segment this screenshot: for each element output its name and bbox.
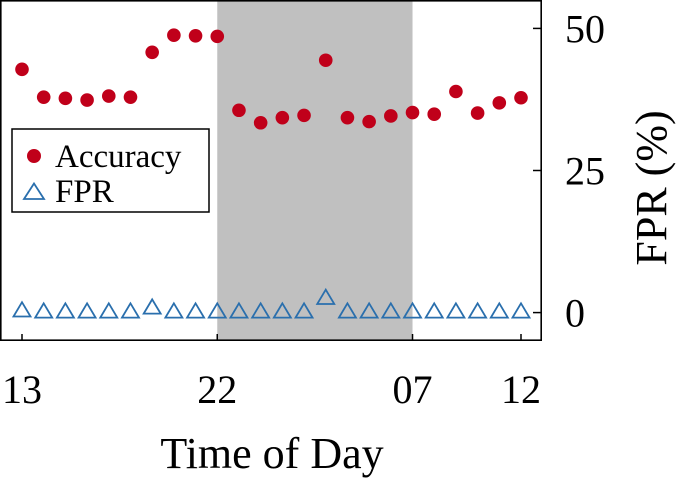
- accuracy-point: [253, 115, 268, 130]
- plot-frame: [0, 0, 543, 341]
- accuracy-point: [340, 110, 355, 125]
- accuracy-point: [384, 109, 398, 123]
- accuracy-point: [15, 62, 29, 77]
- y-tick-label: 25: [565, 149, 605, 194]
- accuracy-point: [167, 28, 181, 43]
- accuracy-point: [188, 29, 203, 43]
- fpr-point: [380, 301, 401, 319]
- accuracy-point: [58, 91, 73, 106]
- legend-accuracy-marker: [27, 149, 41, 163]
- fpr-point: [359, 301, 380, 319]
- accuracy-point: [101, 89, 116, 103]
- accuracy-point: [427, 107, 442, 122]
- accuracy-point: [514, 90, 528, 105]
- y-tick-label: 0: [565, 291, 585, 336]
- fpr-point: [445, 301, 466, 319]
- y-axis-title-right: FPR (%): [627, 110, 676, 265]
- accuracy-point: [297, 108, 311, 123]
- fpr-point: [55, 301, 76, 319]
- x-axis-title: Time of Day: [160, 429, 383, 478]
- fpr-point: [337, 301, 358, 319]
- fpr-point: [207, 301, 228, 319]
- fpr-point: [142, 297, 163, 315]
- fpr-point: [489, 301, 510, 319]
- fpr-point: [77, 301, 98, 319]
- legend-fpr-marker: [22, 181, 46, 200]
- chart-marks: [11, 28, 532, 319]
- accuracy-point: [36, 90, 51, 104]
- x-tick-label: 07: [393, 367, 433, 412]
- y-tick-label: 50: [565, 6, 605, 51]
- accuracy-point: [232, 103, 246, 118]
- fpr-point: [33, 301, 54, 319]
- accuracy-point: [449, 84, 463, 99]
- fpr-point: [315, 287, 336, 305]
- fpr-point: [467, 301, 488, 319]
- x-tick-label: 12: [501, 367, 541, 412]
- fpr-point: [11, 300, 33, 318]
- fpr-point: [402, 301, 423, 319]
- accuracy-point: [470, 106, 485, 120]
- fpr-point: [185, 301, 206, 319]
- legend: Accuracy FPR: [11, 128, 210, 213]
- legend-box: [11, 128, 210, 213]
- fpr-point: [120, 301, 141, 319]
- fpr-point: [424, 301, 445, 319]
- accuracy-point: [362, 114, 376, 129]
- accuracy-point: [492, 96, 507, 110]
- fpr-point: [250, 301, 271, 319]
- shaded-night-region: [217, 0, 413, 341]
- x-tick-label: 22: [197, 367, 237, 412]
- y-axis-ticks: 0 25 50: [533, 6, 605, 336]
- fpr-point: [510, 301, 532, 319]
- fpr-point: [272, 301, 293, 319]
- fpr-point: [228, 301, 250, 319]
- fpr-point: [98, 301, 119, 319]
- accuracy-point: [210, 29, 225, 44]
- accuracy-point: [145, 45, 159, 60]
- fpr-point: [293, 301, 315, 319]
- legend-accuracy-label: Accuracy: [55, 139, 182, 175]
- accuracy-point: [123, 90, 138, 104]
- legend-fpr-label: FPR: [55, 174, 114, 210]
- x-tick-label: 13: [2, 367, 42, 412]
- accuracy-point: [318, 53, 333, 68]
- fpr-point: [163, 301, 184, 319]
- accuracy-point: [80, 93, 94, 107]
- accuracy-point: [405, 105, 420, 120]
- x-axis-ticks: 13 22 07 12: [2, 334, 541, 412]
- accuracy-point: [275, 110, 290, 125]
